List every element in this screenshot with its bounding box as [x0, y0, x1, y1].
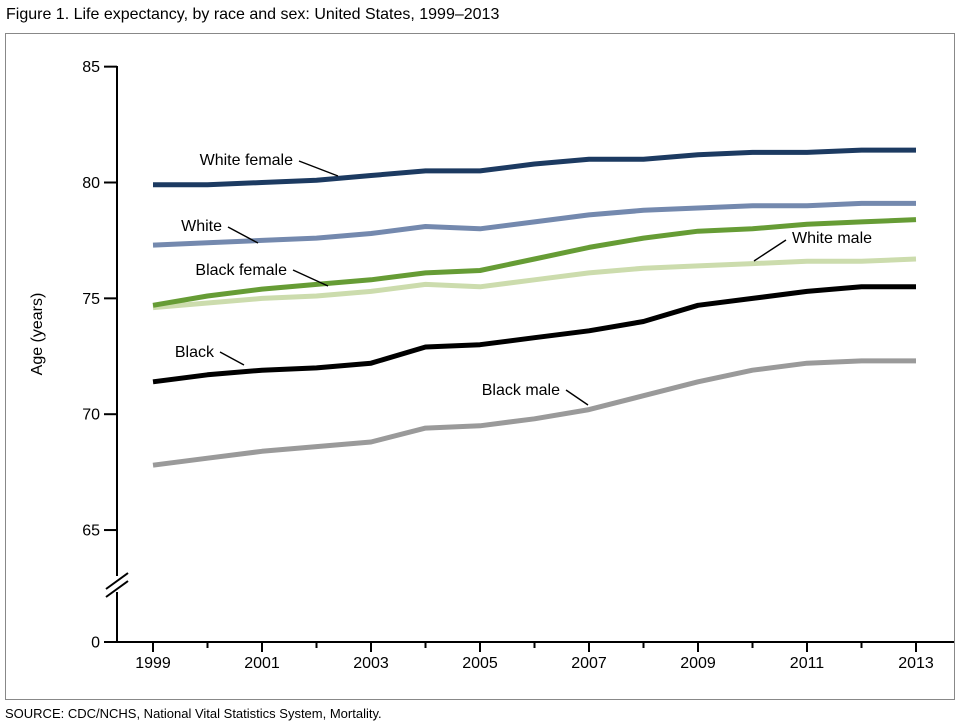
x-tick-label: 2007 — [571, 655, 607, 672]
source-note: SOURCE: CDC/NCHS, National Vital Statist… — [5, 706, 382, 721]
series-label-black-male: Black male — [482, 382, 560, 399]
annotation-leader-line — [753, 239, 787, 262]
annotation-leader-line — [292, 269, 329, 287]
y-tick-label: 70 — [82, 407, 100, 424]
y-tick-label: 0 — [91, 635, 100, 652]
x-tick-label: 1999 — [135, 655, 171, 672]
y-tick-label: 65 — [82, 523, 100, 540]
x-tick-label: 2011 — [790, 655, 825, 672]
series-line-white-female — [153, 147, 916, 188]
annotation-leader-line — [298, 160, 339, 177]
series-label-white: White — [181, 218, 222, 235]
annotation-leader-line — [565, 389, 589, 406]
annotation-leader-line — [219, 351, 245, 366]
series-label-black-female: Black female — [195, 262, 287, 279]
series-line-black-male — [152, 358, 916, 468]
y-tick-label: 75 — [82, 291, 100, 308]
y-axis-title: Age (years) — [29, 292, 46, 376]
x-tick-label: 2003 — [353, 655, 389, 672]
series-label-black: Black — [175, 344, 215, 361]
y-tick-label: 80 — [82, 175, 100, 192]
series-line-black-female — [152, 217, 917, 308]
series-label-white-female: White female — [200, 152, 293, 169]
x-tick-label: 2005 — [462, 655, 498, 672]
x-tick-label: 2013 — [898, 655, 934, 672]
series-label-white-male: White male — [792, 230, 872, 247]
series-line-white — [152, 200, 916, 248]
figure-title: Figure 1. Life expectancy, by race and s… — [6, 6, 500, 23]
axis-break-slash — [105, 572, 129, 590]
series-line-white-male — [152, 256, 917, 311]
annotation-leader-line — [227, 226, 259, 244]
y-tick-label: 85 — [82, 59, 100, 76]
series-line-black — [152, 284, 916, 385]
x-tick-label: 2009 — [680, 655, 716, 672]
x-tick-label: 2001 — [244, 655, 280, 672]
axis-break-slash — [105, 580, 129, 598]
